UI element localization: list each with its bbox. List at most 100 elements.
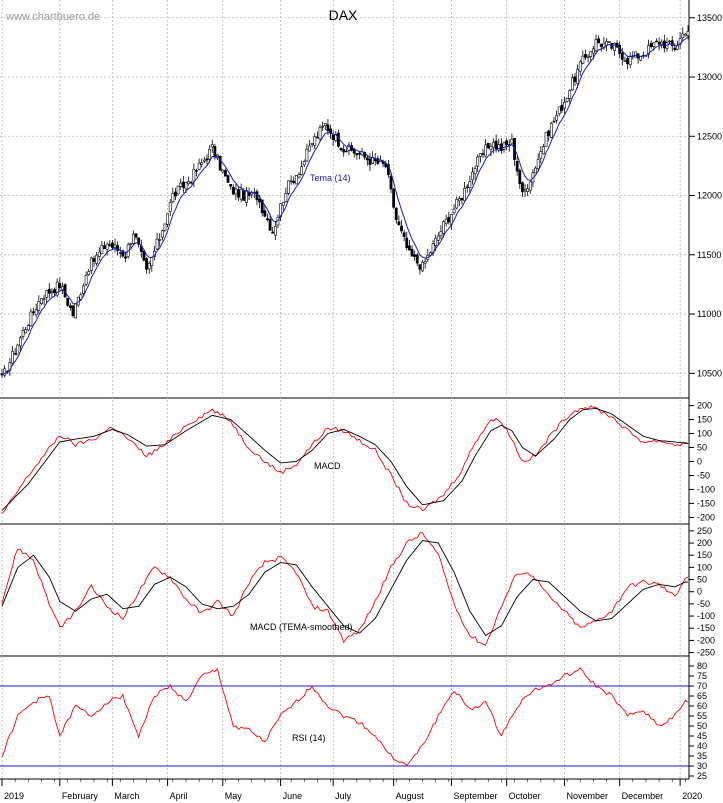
x-tick-label: March — [114, 791, 139, 801]
candle-body — [347, 144, 351, 151]
panel-frames — [0, 0, 690, 780]
candle-body — [489, 145, 493, 151]
candle-body — [605, 40, 608, 46]
rsi-reference-lines — [0, 685, 689, 767]
candle-body — [305, 148, 309, 162]
candle-body — [628, 56, 632, 66]
candle-body — [463, 187, 466, 202]
candle-body — [184, 182, 188, 190]
y-tick-label: 11500 — [697, 250, 721, 260]
candle-body — [660, 41, 664, 45]
candle-body — [316, 136, 319, 139]
candle-body — [681, 33, 685, 38]
candle-body — [673, 47, 677, 51]
y-tick-label: 11000 — [697, 309, 721, 319]
candle-body — [110, 242, 114, 248]
candle-body — [413, 254, 417, 257]
x-tick-label: December — [622, 791, 664, 801]
candle-body — [289, 180, 293, 183]
candle-body — [284, 193, 288, 203]
candle-body — [147, 263, 151, 270]
candle-body — [89, 257, 93, 271]
candle-body — [481, 153, 485, 155]
candle-body — [442, 221, 445, 234]
candle-body — [534, 167, 537, 174]
x-tick-label: October — [509, 791, 541, 801]
candle-body — [11, 350, 14, 364]
candle-body — [563, 101, 566, 109]
candle-body — [45, 290, 49, 298]
candle-body — [549, 123, 553, 138]
candle-body — [655, 40, 658, 43]
candle-body — [570, 77, 574, 91]
candle-body — [613, 42, 616, 51]
candle-body — [171, 193, 175, 203]
y-tick-label: 40 — [697, 741, 707, 751]
candle-body — [168, 202, 172, 212]
candle-body — [576, 68, 580, 84]
y-tick-label: 0 — [697, 587, 702, 597]
candle-body — [539, 151, 543, 159]
candle-body — [302, 161, 306, 166]
candle-body — [84, 275, 88, 285]
candle-body — [26, 325, 30, 331]
candle-body — [260, 199, 264, 213]
y-tick-label: 12000 — [697, 191, 722, 201]
candle-body — [237, 189, 240, 198]
candle-body — [502, 142, 506, 150]
candle-body — [134, 233, 138, 238]
tema-line — [1, 36, 689, 376]
candle-body — [376, 158, 380, 164]
candle-body — [478, 153, 482, 157]
candle-body — [97, 251, 101, 257]
y-tick-label: 65 — [697, 691, 707, 701]
candle-body — [42, 298, 46, 300]
candle-body — [589, 51, 593, 57]
candle-body — [24, 329, 28, 334]
candle-body — [542, 146, 545, 155]
candle-body — [158, 239, 162, 241]
y-tick-label: -100 — [697, 484, 715, 494]
candle-body — [163, 223, 167, 231]
candle-body — [16, 344, 20, 356]
candle-body — [326, 124, 330, 132]
candle-body — [55, 281, 59, 296]
candle-body — [105, 243, 109, 250]
candle-body — [626, 58, 629, 64]
y-tick-label: 200 — [697, 401, 712, 411]
candle-body — [494, 140, 498, 149]
candle-body — [34, 309, 38, 316]
y-tick-label: 25 — [697, 771, 707, 781]
candle-body — [397, 221, 401, 226]
y-tick-label: 150 — [697, 415, 712, 425]
candle-body — [599, 43, 603, 47]
candle-body — [497, 144, 501, 151]
candle-body — [82, 285, 85, 294]
candle-body — [103, 245, 106, 250]
y-tick-label: 10500 — [697, 368, 722, 378]
candle-body — [3, 368, 7, 376]
candle-body — [647, 45, 650, 55]
candle-body — [266, 218, 269, 221]
candle-body — [129, 243, 133, 245]
candle-body — [323, 123, 327, 126]
candle-body — [29, 311, 33, 327]
candle-body — [365, 157, 369, 161]
y-tick-label: 50 — [697, 721, 707, 731]
candle-body — [224, 170, 227, 177]
candle-body — [273, 225, 277, 236]
candle-body — [116, 245, 120, 252]
candle-body — [176, 185, 180, 195]
candle-body — [263, 210, 267, 217]
x-tick-label: September — [453, 791, 497, 801]
candle-body — [74, 303, 77, 319]
candle-body — [670, 40, 674, 47]
candle-body — [50, 291, 54, 293]
y-tick-label: -200 — [697, 635, 715, 645]
candle-body — [547, 130, 551, 136]
candle-body — [473, 168, 477, 174]
y-tick-label: 150 — [697, 550, 712, 560]
candle-body — [210, 144, 214, 148]
